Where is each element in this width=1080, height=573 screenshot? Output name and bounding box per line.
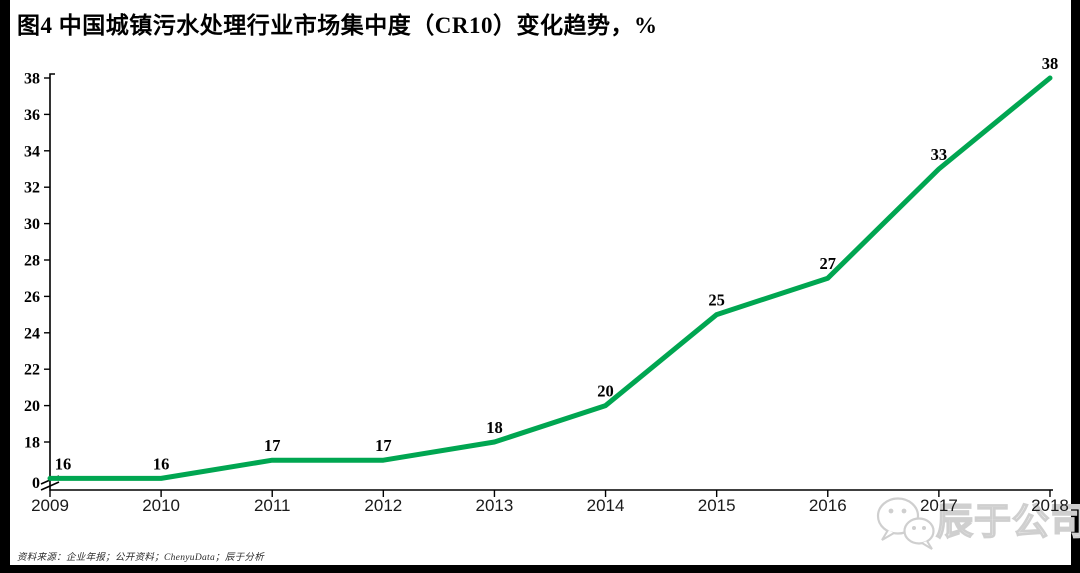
x-axis-label: 2016 <box>809 496 847 515</box>
x-axis-label: 2013 <box>476 496 514 515</box>
data-point-label: 16 <box>153 454 170 473</box>
y-axis-label: 24 <box>24 325 40 342</box>
y-axis-label: 30 <box>24 216 40 233</box>
data-point-label: 16 <box>55 454 72 473</box>
y-axis-label: 0 <box>32 475 40 492</box>
x-axis-label: 2011 <box>254 496 291 515</box>
y-axis-label: 18 <box>24 435 40 452</box>
x-axis-label: 2014 <box>587 496 625 515</box>
axes <box>49 73 1053 491</box>
source-note: 资料来源：企业年报；公开资料；ChenyuData；辰于分析 <box>17 553 265 563</box>
data-point-label: 18 <box>486 418 503 437</box>
wechat-icon <box>876 497 935 550</box>
x-axis-label: 2009 <box>31 496 69 515</box>
x-axis-label: 2010 <box>142 496 180 515</box>
y-axis-label: 38 <box>24 71 40 88</box>
bottom-frame-bar <box>0 565 1080 573</box>
chart-title: 图4 中国城镇污水处理行业市场集中度（CR10）变化趋势，% <box>17 13 658 38</box>
y-axis-label: 36 <box>24 107 40 124</box>
left-frame-bar <box>0 0 10 573</box>
x-axis-label: 2015 <box>698 496 736 515</box>
data-point-label: 20 <box>597 382 614 401</box>
right-frame-bar <box>1071 0 1080 573</box>
watermark: 辰于公司 <box>874 494 1080 550</box>
data-point-label: 27 <box>820 254 837 273</box>
trend-line <box>47 75 1053 481</box>
y-axis-label: 22 <box>24 362 40 379</box>
y-axis-label: 34 <box>24 143 40 160</box>
data-point-label: 33 <box>931 145 948 164</box>
y-axis-label: 26 <box>24 289 40 306</box>
data-point-label: 17 <box>375 436 392 455</box>
data-point-label: 17 <box>264 436 281 455</box>
axis-break-icon <box>40 475 60 485</box>
y-axis-label: 32 <box>24 180 40 197</box>
watermark-label: 辰于公司 <box>935 501 1080 543</box>
data-point-label: 25 <box>708 291 725 310</box>
data-point-label: 38 <box>1042 54 1059 73</box>
y-axis-label: 20 <box>24 398 40 415</box>
y-axis-label: 28 <box>24 253 40 270</box>
x-axis-label: 2012 <box>364 496 402 515</box>
axis-break-icon <box>40 481 60 491</box>
